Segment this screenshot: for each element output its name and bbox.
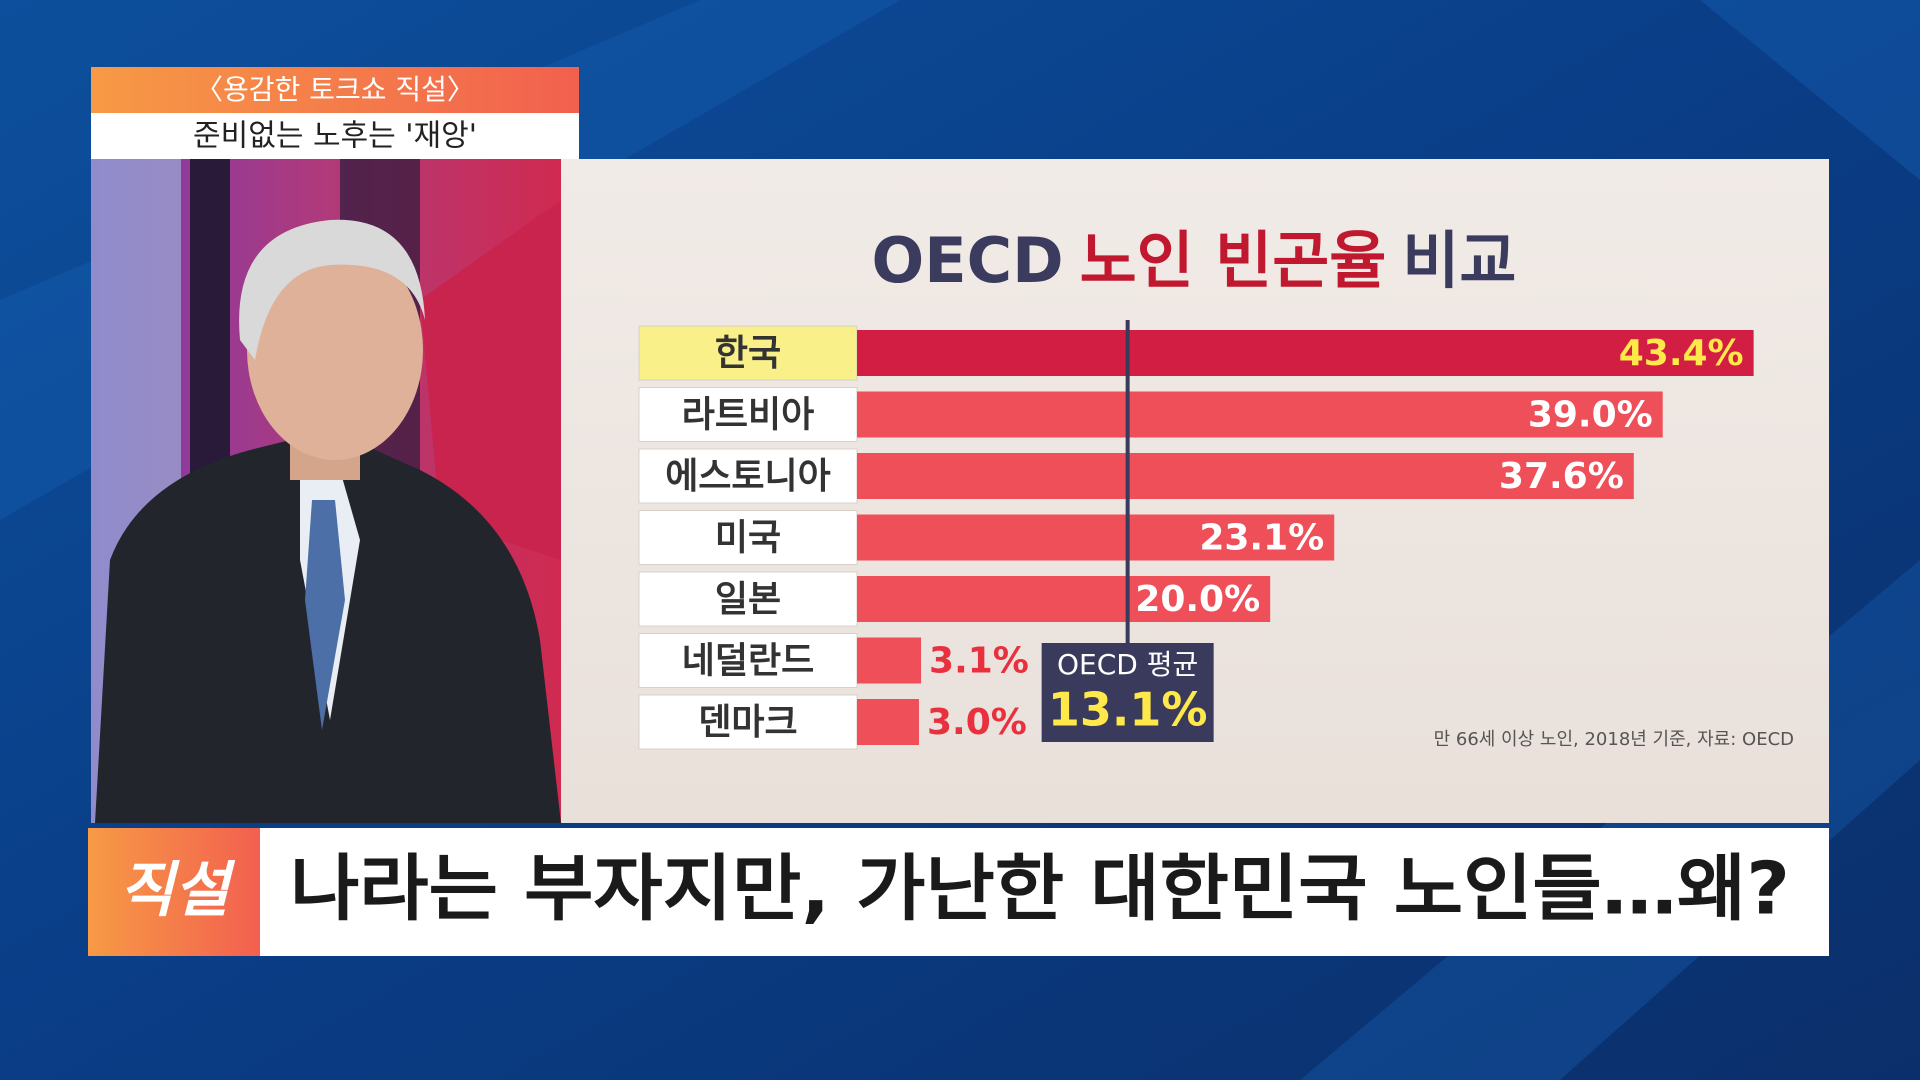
value-label: 3.0% — [927, 702, 1027, 743]
source-note: 만 66세 이상 노인, 2018년 기준, 자료: OECD — [1434, 729, 1794, 750]
value-label: 37.6% — [1499, 456, 1624, 497]
bar — [857, 576, 1271, 622]
topic-box — [91, 113, 579, 159]
chart-title-part: OECD — [872, 224, 1064, 297]
person-hair — [239, 219, 425, 360]
category-label: 네덜란드 — [682, 641, 814, 682]
program-name: 〈용감한 토크쇼 직설〉 — [195, 73, 475, 106]
chart-title: OECD 노인 빈곤율 비교 — [872, 224, 1517, 297]
studio-video — [91, 159, 561, 823]
headline: 나라는 부자지만, 가난한 대한민국 노인들…왜? — [290, 847, 1790, 931]
person-tie — [305, 500, 345, 730]
category-label: 라트비아 — [682, 395, 814, 436]
program-label-box — [91, 67, 579, 113]
category-box — [638, 694, 858, 750]
chart-title-part: 노인 빈곤율 — [1080, 224, 1387, 297]
reference-box — [1041, 643, 1214, 742]
person-face — [247, 240, 423, 460]
value-label: 3.1% — [929, 641, 1029, 682]
value-label: 23.1% — [1199, 518, 1324, 559]
bar — [857, 391, 1663, 438]
studio-panel — [420, 200, 561, 560]
category-label: 한국 — [715, 333, 781, 374]
reference-label: OECD 평균 — [1057, 648, 1198, 681]
chart-title-part: 비교 — [1402, 224, 1516, 297]
topic: 준비없는 노후는 '재앙' — [193, 119, 477, 154]
value-label: 39.0% — [1528, 395, 1653, 436]
bar — [857, 514, 1335, 561]
reference-value: 13.1% — [1048, 683, 1208, 737]
category-label: 덴마크 — [698, 702, 797, 743]
category-label: 에스토니아 — [665, 456, 831, 497]
category-box — [638, 571, 858, 627]
bar-chart: 한국 43.4% 라트비아 39.0% 에스토니아 37.6% 미국 23.1% 일본 20.0%… — [638, 320, 1754, 750]
show-logo: 직설 — [119, 856, 236, 926]
category-box — [638, 387, 858, 442]
category-label: 일본 — [715, 579, 781, 620]
background-stripe — [1500, 0, 1920, 180]
bar — [857, 453, 1634, 499]
bar — [857, 699, 919, 745]
category-box — [638, 510, 858, 565]
bar — [857, 637, 922, 684]
category-box — [638, 633, 858, 688]
logo-box — [88, 828, 260, 956]
value-label: 20.0% — [1135, 579, 1260, 620]
headline-bar — [88, 828, 1829, 956]
value-label: 43.4% — [1619, 333, 1744, 374]
category-box — [638, 448, 858, 504]
category-label: 미국 — [715, 518, 781, 559]
bar — [857, 330, 1754, 376]
